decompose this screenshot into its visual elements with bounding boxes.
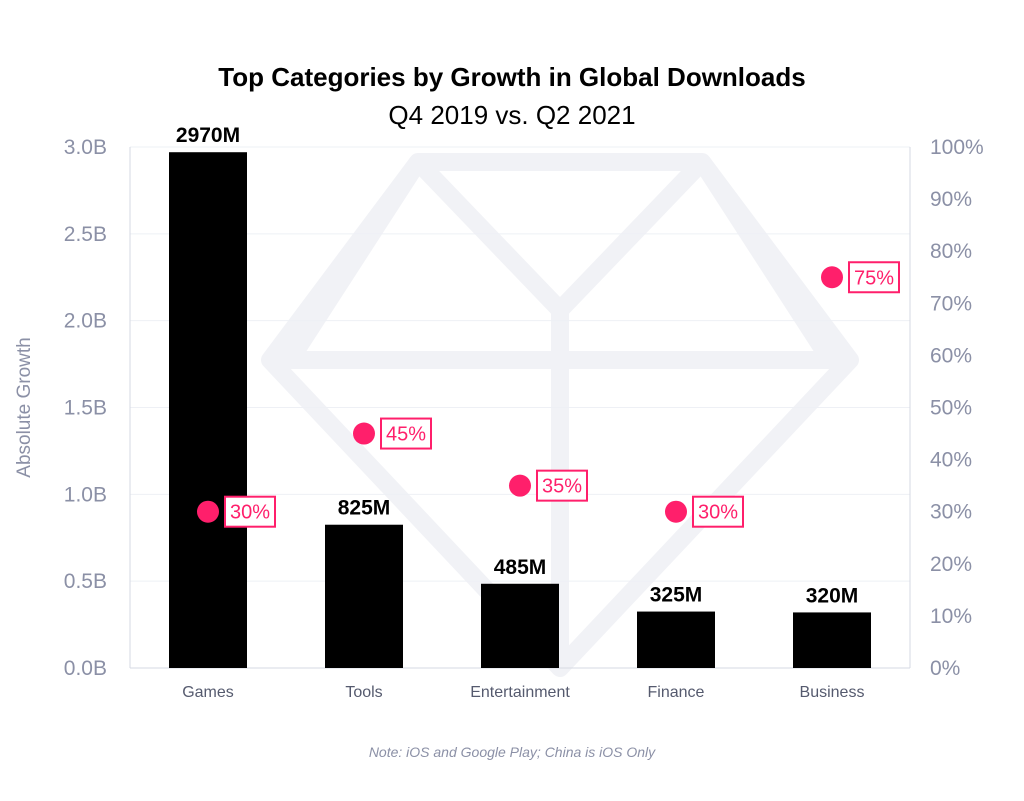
percent-marker	[509, 474, 531, 497]
y-tick-label: 1.0B	[64, 483, 107, 506]
bar-value-label: 320M	[806, 584, 859, 607]
y2-tick-label: 90%	[930, 188, 972, 211]
y2-tick-label: 10%	[930, 605, 972, 628]
bar-value-label: 2970M	[176, 124, 240, 147]
percent-marker	[197, 500, 219, 523]
bar	[169, 152, 247, 668]
percent-label: 35%	[542, 476, 582, 498]
y2-tick-label: 60%	[930, 344, 972, 367]
chart-subtitle: Q4 2019 vs. Q2 2021	[388, 100, 636, 130]
percent-label-box	[536, 469, 588, 502]
x-tick-label: Finance	[648, 684, 705, 701]
bar-value-label: 485M	[494, 556, 547, 579]
bar-value-label: 825M	[338, 497, 391, 520]
x-tick-label: Business	[800, 684, 865, 701]
percent-label: 45%	[386, 424, 426, 446]
y-tick-label: 0.5B	[64, 570, 107, 593]
y2-tick-label: 0%	[930, 657, 960, 680]
x-tick-label: Tools	[345, 684, 382, 701]
y2-tick-label: 30%	[930, 501, 972, 524]
x-tick-label: Games	[182, 684, 234, 701]
percent-label: 30%	[230, 502, 270, 524]
percent-marker	[353, 422, 375, 445]
percent-label-box	[380, 417, 432, 450]
y2-tick-label: 40%	[930, 449, 972, 472]
percent-label-box	[692, 495, 744, 528]
y-tick-label: 1.5B	[64, 397, 107, 420]
percent-label: 30%	[698, 502, 738, 524]
chart-title: Top Categories by Growth in Global Downl…	[218, 62, 806, 92]
bar	[325, 524, 403, 668]
y2-tick-label: 70%	[930, 292, 972, 315]
y-tick-label: 3.0B	[64, 136, 107, 159]
percent-label-box	[848, 261, 900, 294]
y2-tick-label: 100%	[930, 136, 984, 159]
percent-label: 75%	[854, 267, 894, 289]
bar	[481, 583, 559, 668]
x-tick-label: Entertainment	[470, 684, 570, 701]
y2-tick-label: 50%	[930, 397, 972, 420]
y2-tick-label: 20%	[930, 553, 972, 576]
percent-marker	[821, 266, 843, 289]
y-tick-label: 0.0B	[64, 657, 107, 680]
bar-value-label: 325M	[650, 584, 703, 607]
percent-label-box	[224, 495, 276, 528]
percent-marker	[665, 500, 687, 523]
chart-note: Note: iOS and Google Play; China is iOS …	[368, 744, 656, 760]
bar	[637, 611, 715, 668]
y-axis-title: Absolute Growth	[14, 337, 35, 477]
bar	[793, 612, 871, 668]
y-tick-label: 2.5B	[64, 223, 107, 246]
y-tick-label: 2.0B	[64, 310, 107, 333]
y2-tick-label: 80%	[930, 240, 972, 263]
